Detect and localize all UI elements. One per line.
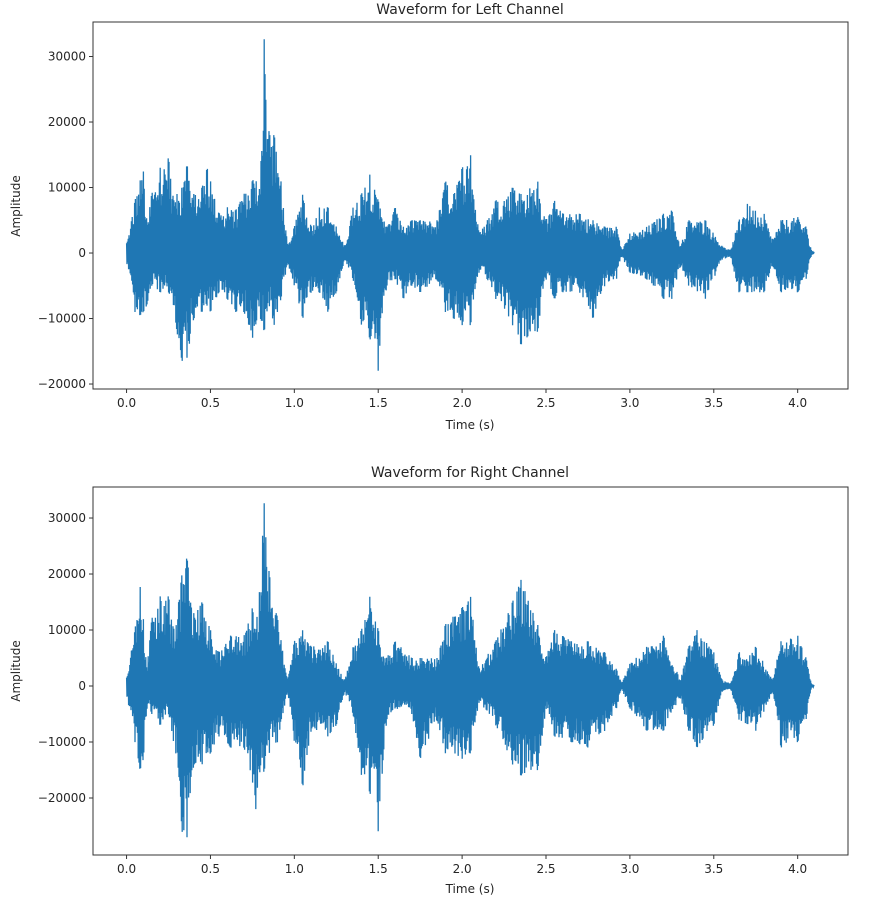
x-axis-label: Time (s) xyxy=(445,882,495,896)
right-channel-plot: Waveform for Right Channel Time (s) Ampl… xyxy=(9,465,849,896)
x-tick-label: 2.0 xyxy=(453,396,472,410)
x-tick-label: 4.0 xyxy=(788,862,807,876)
x-tick-label: 1.0 xyxy=(285,862,304,876)
y-tick-label: 10000 xyxy=(48,181,86,195)
x-tick-label: 0.0 xyxy=(117,396,136,410)
y-tick-label: −20000 xyxy=(38,377,86,391)
x-tick-label: 3.0 xyxy=(620,862,639,876)
x-tick-label: 2.0 xyxy=(453,862,472,876)
y-tick-label: 20000 xyxy=(48,567,86,581)
y-tick-label: −10000 xyxy=(38,735,86,749)
x-tick-label: 3.0 xyxy=(620,396,639,410)
left-channel-plot: Waveform for Left Channel Time (s) Ampli… xyxy=(9,2,849,432)
y-tick-label: 0 xyxy=(78,679,86,693)
x-tick-label: 1.5 xyxy=(369,396,388,410)
y-tick-label: −10000 xyxy=(38,312,86,326)
x-tick-label: 4.0 xyxy=(788,396,807,410)
y-tick-label: −20000 xyxy=(38,791,86,805)
x-axis-label: Time (s) xyxy=(445,418,495,432)
y-tick-label: 30000 xyxy=(48,511,86,525)
x-tick-label: 3.5 xyxy=(704,396,723,410)
x-tick-label: 0.5 xyxy=(201,396,220,410)
y-tick-label: 30000 xyxy=(48,50,86,64)
chart-title: Waveform for Right Channel xyxy=(371,465,569,481)
x-tick-label: 0.5 xyxy=(201,862,220,876)
x-tick-label: 1.5 xyxy=(369,862,388,876)
y-axis-label: Amplitude xyxy=(9,640,23,702)
x-tick-label: 3.5 xyxy=(704,862,723,876)
waveform-series xyxy=(125,39,815,371)
axes-frame xyxy=(92,486,849,856)
x-tick-label: 2.5 xyxy=(536,862,555,876)
chart-title: Waveform for Left Channel xyxy=(376,2,563,18)
y-tick-label: 20000 xyxy=(48,115,86,129)
y-tick-label: 0 xyxy=(78,246,86,260)
x-tick-label: 1.0 xyxy=(285,396,304,410)
y-axis-label: Amplitude xyxy=(9,175,23,237)
y-tick-label: 10000 xyxy=(48,623,86,637)
x-tick-label: 2.5 xyxy=(536,396,555,410)
waveform-series xyxy=(125,503,815,838)
x-tick-label: 0.0 xyxy=(117,862,136,876)
axes-frame xyxy=(92,21,849,390)
